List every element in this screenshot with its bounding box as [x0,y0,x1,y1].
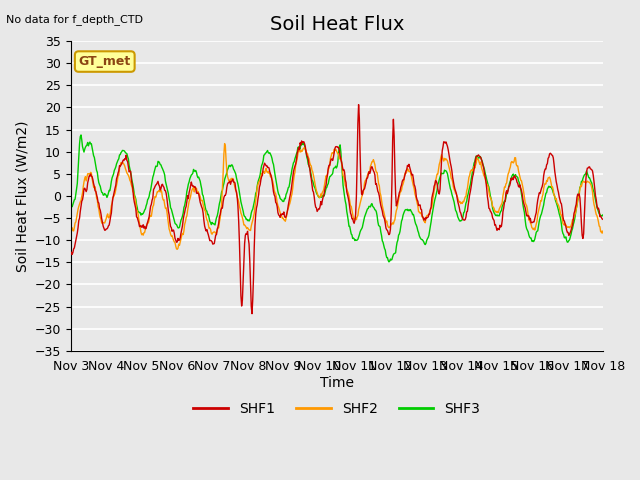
Text: GT_met: GT_met [79,55,131,68]
SHF2 [76,199,84,205]
SHF2 [221,141,228,146]
SHF3 [132,196,140,202]
SHF3 [76,134,84,140]
Line: SHF2: SHF2 [70,144,603,249]
SHF2 [131,195,139,201]
SHF1 [419,213,426,219]
SHF1 [67,252,74,257]
SHF3 [599,212,607,218]
Y-axis label: Soil Heat Flux (W/m2): Soil Heat Flux (W/m2) [15,120,29,272]
SHF3 [385,259,393,265]
SHF1 [131,203,139,208]
SHF2 [403,169,410,175]
Line: SHF3: SHF3 [70,135,603,262]
SHF2 [173,246,181,252]
SHF3 [67,206,74,212]
SHF3 [186,176,194,181]
Title: Soil Heat Flux: Soil Heat Flux [269,15,404,34]
SHF1 [185,190,193,195]
X-axis label: Time: Time [320,376,354,390]
SHF1 [599,216,607,222]
SHF2 [419,214,426,220]
SHF2 [599,228,607,234]
SHF2 [186,196,194,202]
SHF1 [248,311,256,317]
SHF2 [214,225,222,231]
SHF1 [213,226,221,232]
SHF3 [214,210,222,216]
SHF1 [403,167,410,172]
Legend: SHF1, SHF2, SHF3: SHF1, SHF2, SHF3 [188,396,486,421]
Text: No data for f_depth_CTD: No data for f_depth_CTD [6,14,143,25]
SHF2 [67,228,74,233]
SHF3 [403,207,410,213]
SHF1 [355,102,362,108]
SHF3 [419,237,426,242]
SHF3 [77,132,85,138]
SHF1 [76,208,84,214]
Line: SHF1: SHF1 [70,105,603,314]
